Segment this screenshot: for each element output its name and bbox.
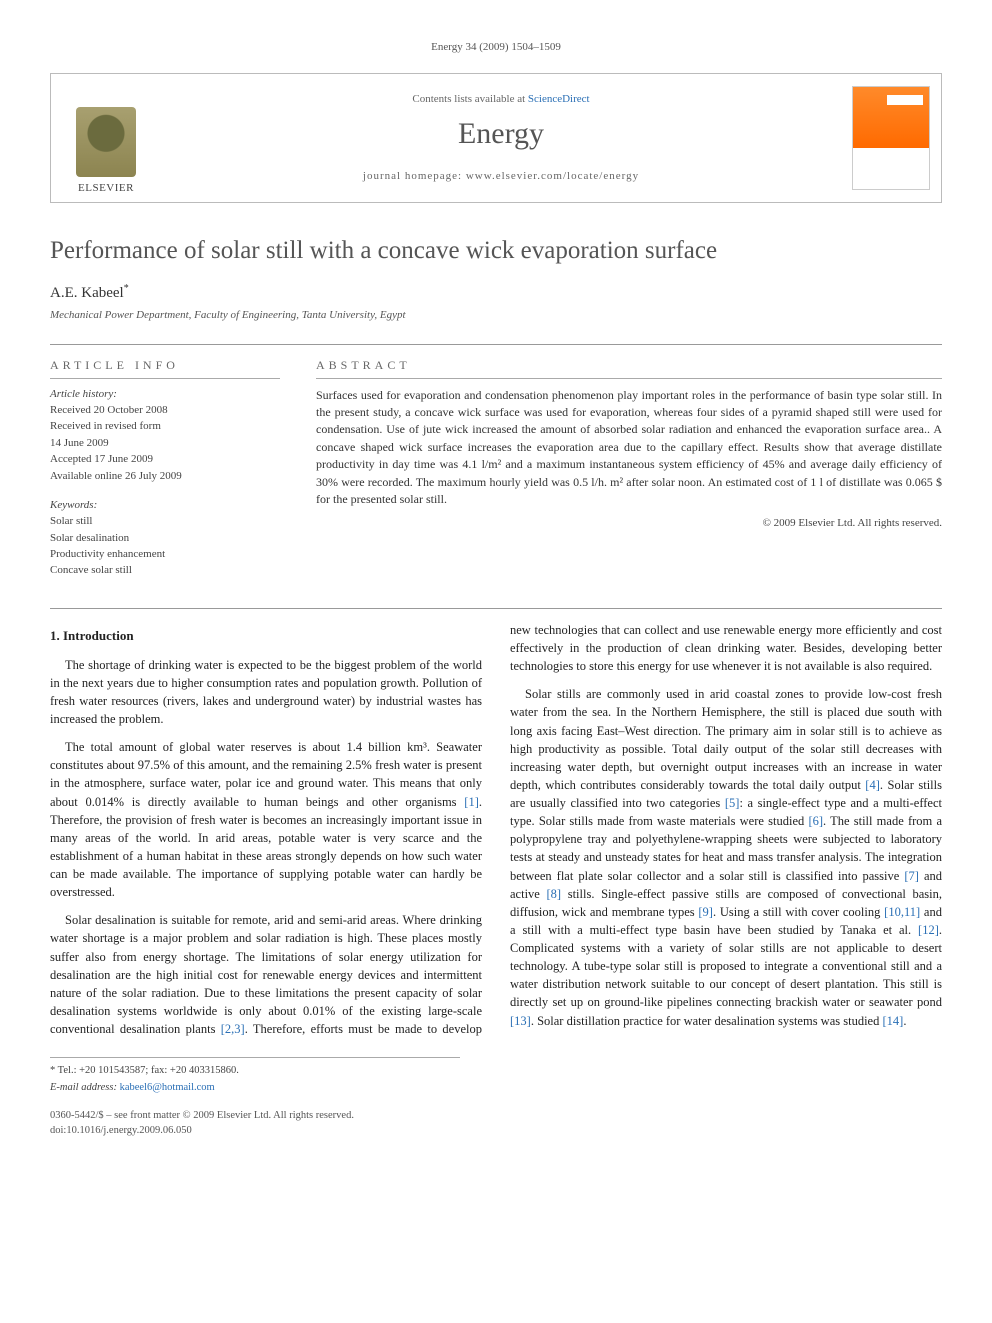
text-run: . Solar distillation practice for water … [531, 1014, 883, 1028]
citation-link[interactable]: [5] [725, 796, 740, 810]
email-line: E-mail address: kabeel6@hotmail.com [50, 1081, 460, 1096]
journal-cover-thumb [841, 74, 941, 202]
meta-abstract-row: ARTICLE INFO Article history: Received 2… [50, 357, 942, 580]
divider [50, 608, 942, 609]
keyword: Concave solar still [50, 563, 280, 578]
keyword: Solar desalination [50, 531, 280, 546]
text-run: . [903, 1014, 906, 1028]
body-paragraph: The total amount of global water reserve… [50, 738, 482, 901]
contents-prefix: Contents lists available at [412, 93, 527, 105]
publisher-name: ELSEVIER [78, 181, 134, 196]
article-title: Performance of solar still with a concav… [50, 233, 942, 268]
author-corr-marker: * [124, 283, 129, 294]
abstract-text: Surfaces used for evaporation and conden… [316, 387, 942, 509]
history-line: Available online 26 July 2009 [50, 469, 280, 484]
abstract-column: ABSTRACT Surfaces used for evaporation a… [316, 357, 942, 580]
journal-masthead: ELSEVIER Contents lists available at Sci… [50, 73, 942, 203]
journal-homepage: journal homepage: www.elsevier.com/locat… [363, 169, 639, 184]
author-email-link[interactable]: kabeel6@hotmail.com [120, 1082, 215, 1093]
history-line: Accepted 17 June 2009 [50, 452, 280, 467]
affiliation: Mechanical Power Department, Faculty of … [50, 308, 942, 323]
article-history: Article history: Received 20 October 200… [50, 387, 280, 484]
citation-link[interactable]: [14] [882, 1014, 903, 1028]
journal-name: Energy [458, 113, 544, 155]
publisher-logo-block: ELSEVIER [51, 74, 161, 202]
citation-link[interactable]: [12] [918, 923, 939, 937]
citation-link[interactable]: [8] [546, 887, 561, 901]
keyword: Solar still [50, 514, 280, 529]
page-footer: 0360-5442/$ – see front matter © 2009 El… [50, 1109, 942, 1138]
keyword: Productivity enhancement [50, 547, 280, 562]
text-run: Solar desalination is suitable for remot… [50, 913, 482, 1036]
author-name: A.E. Kabeel [50, 285, 124, 301]
citation-link[interactable]: [10,11] [884, 905, 920, 919]
text-run: Solar stills are commonly used in arid c… [510, 687, 942, 792]
divider [50, 344, 942, 345]
divider [50, 378, 280, 379]
front-matter-line: 0360-5442/$ – see front matter © 2009 El… [50, 1109, 942, 1124]
history-line: Received in revised form [50, 419, 280, 434]
keywords-heading: Keywords: [50, 498, 280, 513]
section-heading: 1. Introduction [50, 627, 482, 646]
history-line: Received 20 October 2008 [50, 403, 280, 418]
abstract-copyright: © 2009 Elsevier Ltd. All rights reserved… [316, 516, 942, 531]
citation-link[interactable]: [9] [698, 905, 713, 919]
footnotes: * Tel.: +20 101543587; fax: +20 40331586… [50, 1057, 460, 1095]
page: Energy 34 (2009) 1504–1509 ELSEVIER Cont… [0, 0, 992, 1179]
divider [316, 378, 942, 379]
elsevier-tree-icon [76, 107, 136, 177]
citation-link[interactable]: [13] [510, 1014, 531, 1028]
citation-link[interactable]: [4] [865, 778, 880, 792]
running-head: Energy 34 (2009) 1504–1509 [50, 40, 942, 55]
text-run: The total amount of global water reserve… [50, 740, 482, 808]
history-line: 14 June 2009 [50, 436, 280, 451]
history-heading: Article history: [50, 387, 280, 402]
citation-link[interactable]: [2,3] [221, 1022, 245, 1036]
article-info-column: ARTICLE INFO Article history: Received 2… [50, 357, 280, 580]
masthead-center: Contents lists available at ScienceDirec… [161, 74, 841, 202]
citation-link[interactable]: [1] [464, 795, 479, 809]
email-label: E-mail address: [50, 1082, 120, 1093]
body-paragraph: The shortage of drinking water is expect… [50, 656, 482, 729]
text-run: . Therefore, the provision of fresh wate… [50, 795, 482, 900]
author-line: A.E. Kabeel* [50, 282, 942, 304]
citation-link[interactable]: [6] [808, 814, 823, 828]
body-two-column: 1. Introduction The shortage of drinking… [50, 621, 942, 1039]
article-info-heading: ARTICLE INFO [50, 357, 280, 374]
corresponding-author-note: * Tel.: +20 101543587; fax: +20 40331586… [50, 1064, 460, 1079]
body-paragraph: Solar stills are commonly used in arid c… [510, 685, 942, 1029]
text-run: . Using a still with cover cooling [713, 905, 884, 919]
abstract-heading: ABSTRACT [316, 357, 942, 374]
sciencedirect-link[interactable]: ScienceDirect [528, 93, 590, 105]
doi-line: doi:10.1016/j.energy.2009.06.050 [50, 1124, 942, 1139]
contents-lists-line: Contents lists available at ScienceDirec… [412, 92, 589, 107]
cover-image-icon [852, 86, 930, 190]
keywords-block: Keywords: Solar still Solar desalination… [50, 498, 280, 579]
citation-link[interactable]: [7] [904, 869, 919, 883]
